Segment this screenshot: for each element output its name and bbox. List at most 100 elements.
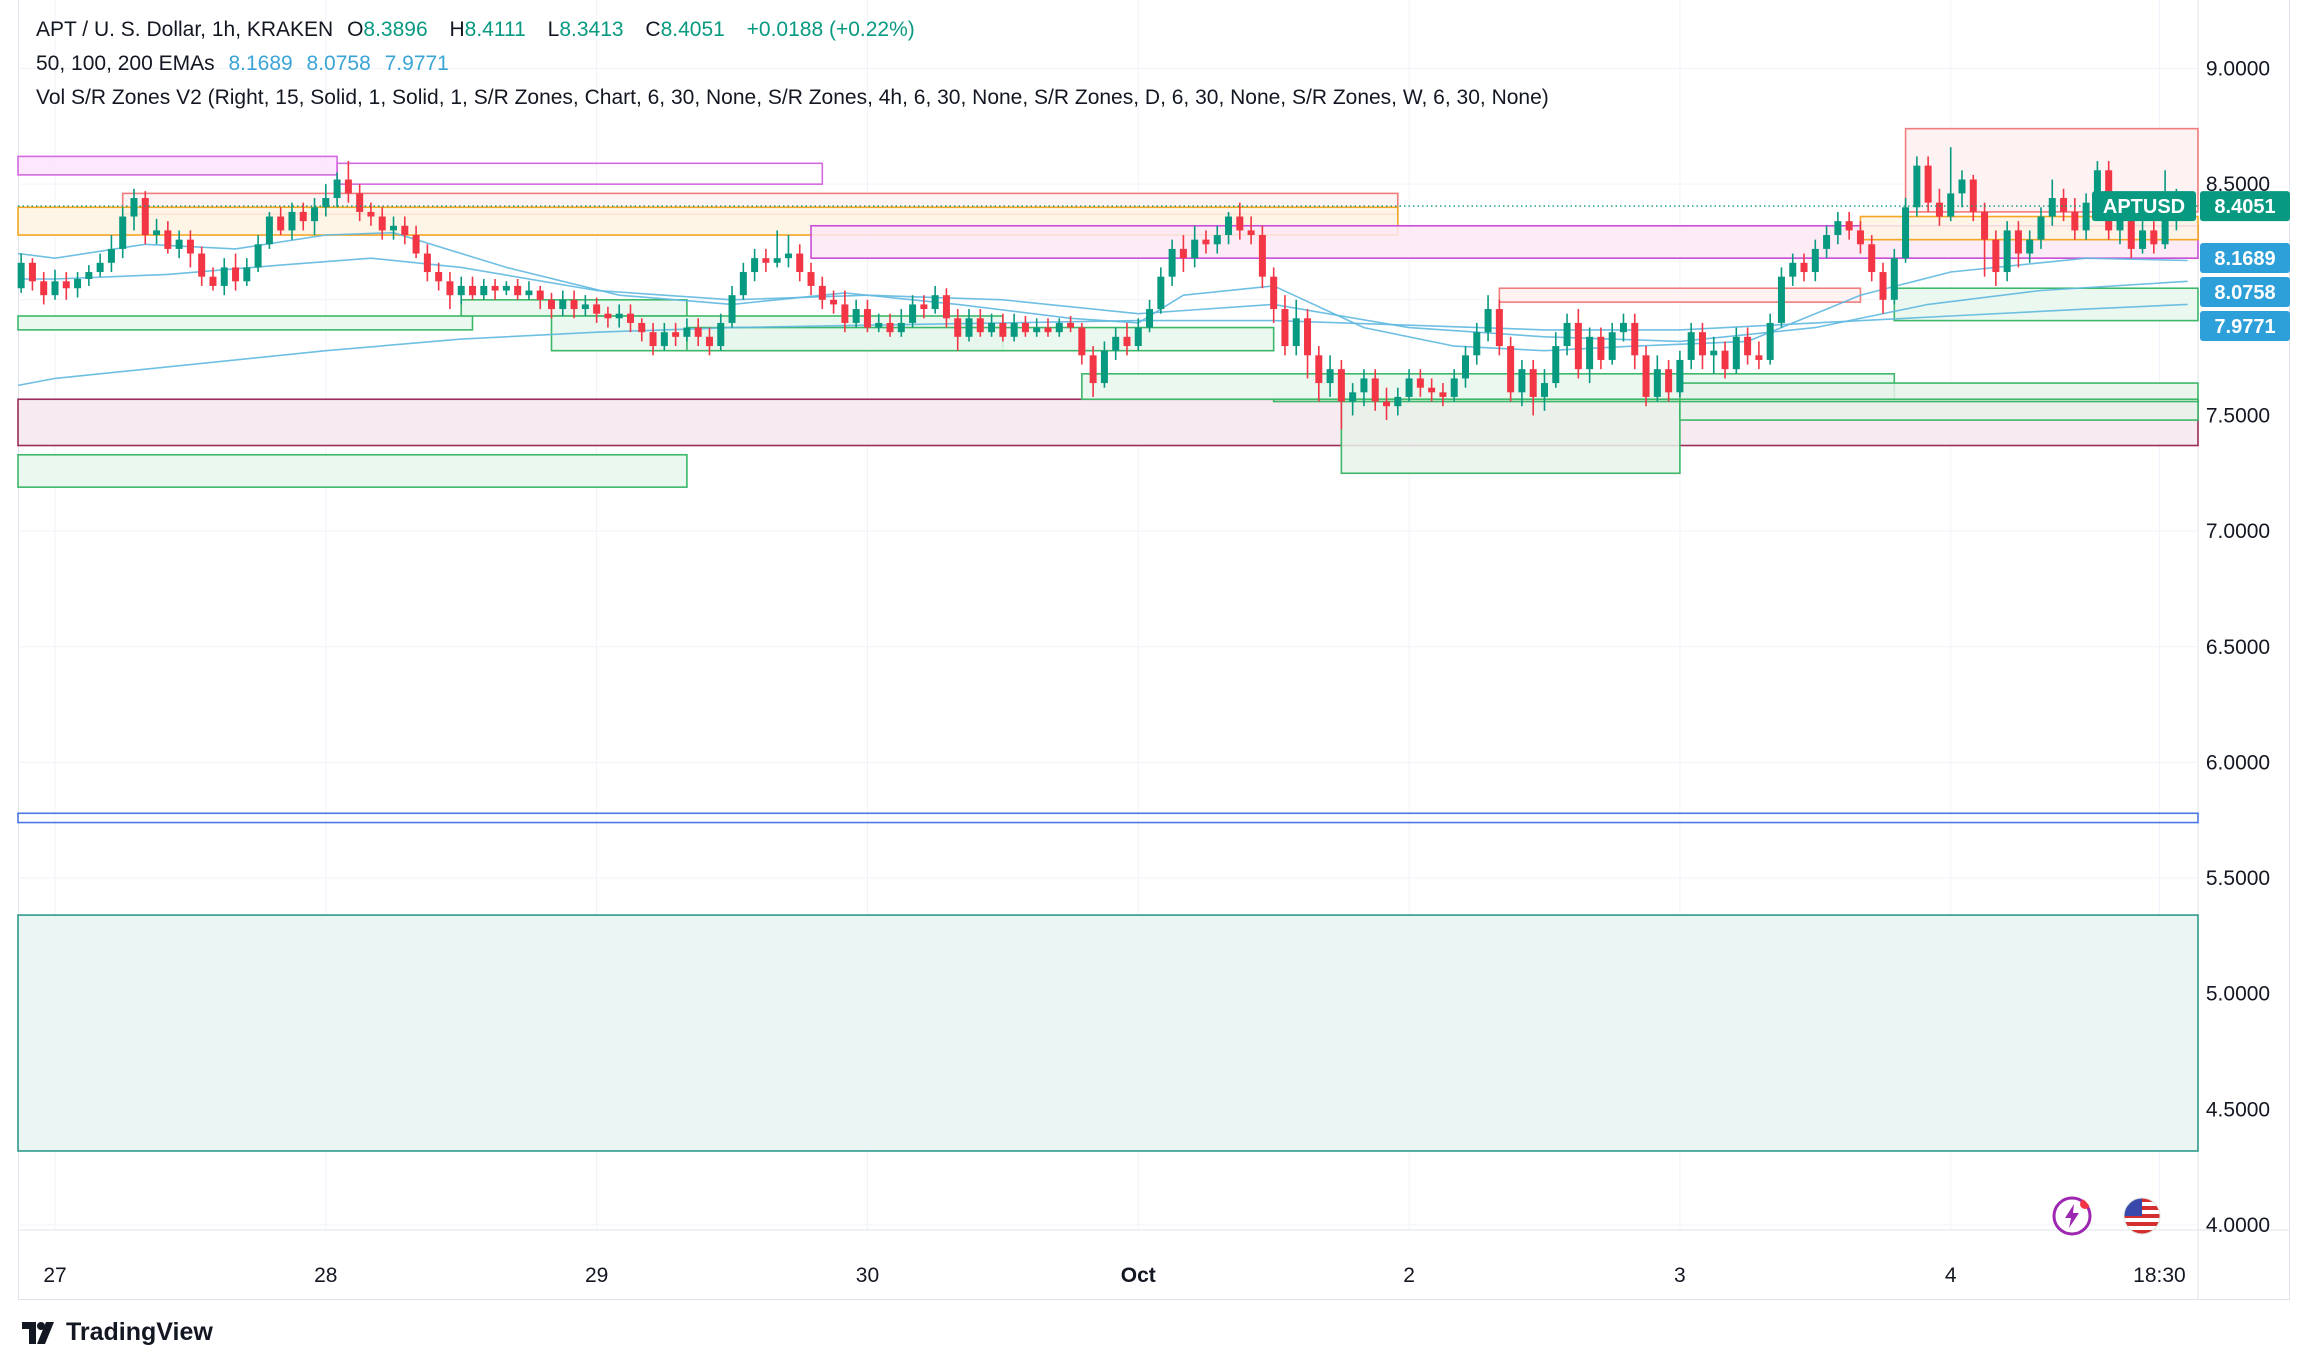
- candles: [17, 147, 2192, 430]
- candle-body: [796, 253, 804, 273]
- candle-body: [1913, 165, 1921, 208]
- candle-body: [1067, 322, 1075, 328]
- axis-price-tag: [2200, 311, 2290, 341]
- indicator-label[interactable]: Vol S/R Zones V2 (Right, 15, Solid, 1, S…: [36, 86, 1549, 109]
- candle-body: [784, 253, 792, 259]
- sr-zones: [17, 127, 2199, 1152]
- ema-label[interactable]: 50, 100, 200 EMAs: [36, 52, 215, 75]
- candle-body: [1055, 322, 1063, 333]
- candle-body: [1202, 239, 1210, 245]
- candle-body: [1676, 359, 1684, 393]
- candle-body: [1574, 322, 1582, 370]
- candle-body: [1924, 165, 1932, 203]
- candle-body: [401, 225, 409, 236]
- candle-body: [1450, 378, 1458, 397]
- tradingview-logo[interactable]: TradingView: [22, 1318, 213, 1347]
- x-tick-label: 3: [1674, 1264, 1686, 1287]
- candle-body: [220, 267, 228, 286]
- candle-body: [265, 216, 273, 245]
- candle-body: [1304, 318, 1312, 356]
- candle-body: [1146, 309, 1154, 328]
- candle-body: [17, 262, 25, 289]
- candle-body: [141, 198, 149, 236]
- candle-body: [2071, 211, 2079, 231]
- chart-canvas[interactable]: 9.00008.50008.00007.50007.00006.50006.00…: [0, 0, 2308, 1300]
- candle-body: [1044, 327, 1052, 333]
- candle-body: [480, 285, 488, 296]
- candle-body: [1958, 179, 1966, 194]
- candle-body: [1507, 346, 1515, 393]
- candle-body: [311, 207, 319, 222]
- candle-body: [1563, 322, 1571, 347]
- candle-body: [1597, 336, 1605, 360]
- y-axis[interactable]: 9.00008.50008.00007.50007.00006.50006.00…: [2206, 58, 2270, 1238]
- candle-body: [299, 211, 307, 222]
- us-flag-icon[interactable]: [2122, 1196, 2162, 1236]
- candle-body: [502, 285, 510, 291]
- sr-zone: [1340, 398, 1681, 475]
- candle-body: [1247, 230, 1255, 236]
- candle-body: [1665, 369, 1673, 393]
- candle-body: [1089, 355, 1097, 384]
- candle-body: [988, 322, 996, 333]
- candle-body: [1157, 276, 1165, 310]
- candle-body: [446, 281, 454, 296]
- candle-body: [852, 309, 860, 323]
- candle-body: [412, 235, 420, 254]
- candle-body: [2048, 198, 2056, 217]
- legend-ema-row: 50, 100, 200 EMAs 8.1689 8.0758 7.9771: [36, 52, 457, 76]
- candle-body: [1653, 369, 1661, 397]
- candle-body: [1168, 248, 1176, 277]
- x-axis[interactable]: 27 28 29 30 Oct 2 3 4 18:30: [43, 1264, 2185, 1287]
- candle-body: [626, 313, 634, 323]
- open-value: 8.3896: [363, 18, 428, 41]
- bolt-icon[interactable]: [2052, 1196, 2092, 1236]
- candle-body: [277, 216, 285, 231]
- y-tick-label: 4.5000: [2206, 1098, 2270, 1121]
- candle-body: [1281, 309, 1289, 347]
- low-value: 8.3413: [559, 18, 624, 41]
- candle-body: [999, 322, 1007, 337]
- sr-zone: [17, 315, 474, 331]
- tradingview-logo-icon: [22, 1321, 54, 1344]
- candle-body: [1608, 332, 1616, 360]
- candle-body: [153, 230, 161, 236]
- open-label: O: [347, 18, 364, 41]
- axis-price-label: 8.0758: [2214, 282, 2275, 304]
- candle-body: [119, 216, 127, 249]
- candle-body: [604, 313, 612, 319]
- candle-body: [1981, 211, 1989, 240]
- candle-body: [1134, 327, 1142, 347]
- chart-frame[interactable]: [18, 0, 2290, 1300]
- candle-body: [1349, 392, 1357, 402]
- candle-body: [1225, 216, 1233, 236]
- symbol-title[interactable]: APT / U. S. Dollar, 1h, KRAKEN: [36, 18, 334, 41]
- candle-body: [1834, 221, 1842, 236]
- candle-body: [965, 318, 973, 337]
- candle-body: [85, 272, 93, 279]
- candle-body: [931, 295, 939, 310]
- candle-body: [390, 225, 398, 231]
- candle-body: [841, 304, 849, 323]
- candle-body: [886, 322, 894, 333]
- candle-body: [198, 253, 206, 277]
- candle-body: [1755, 355, 1763, 360]
- candle-body: [107, 248, 115, 263]
- candle-body: [1033, 327, 1041, 333]
- candle-body: [1698, 332, 1706, 356]
- price-labels: APTUSD 8.4051 8.1689 8.0758 7.9771: [2092, 191, 2290, 341]
- candle-body: [739, 272, 747, 296]
- candle-body: [40, 281, 48, 296]
- candle-body: [976, 318, 984, 333]
- legend-indicator-row: Vol S/R Zones V2 (Right, 15, Solid, 1, S…: [36, 86, 1557, 110]
- x-tick-label: 4: [1945, 1264, 1957, 1287]
- close-value: 8.4051: [660, 18, 725, 41]
- candle-body: [909, 304, 917, 323]
- candle-body: [1868, 244, 1876, 273]
- candle-body: [683, 327, 691, 337]
- candle-body: [1732, 336, 1740, 370]
- candle-body: [2003, 230, 2011, 273]
- candle-body: [1405, 378, 1413, 397]
- candle-body: [164, 230, 172, 249]
- candle-body: [1416, 378, 1424, 388]
